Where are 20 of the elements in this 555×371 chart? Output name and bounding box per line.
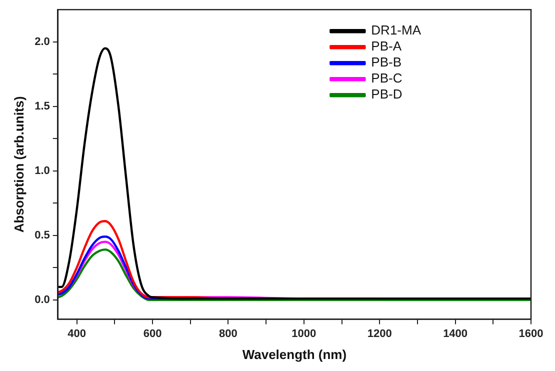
legend-label: PB-A [371, 38, 402, 54]
legend-label: PB-B [371, 54, 402, 70]
x-tick-label: 600 [143, 328, 162, 340]
line-series [58, 248, 531, 301]
y-tick-label: 0.5 [34, 229, 50, 242]
x-tick-label: 1200 [367, 328, 392, 340]
legend-label: PB-C [371, 70, 402, 86]
x-tick-label: 400 [68, 328, 86, 340]
y-tick-label: 1.5 [34, 100, 50, 112]
x-axis-title: Wavelength (nm) [242, 346, 347, 362]
y-tick-label: 2.0 [34, 36, 50, 48]
x-tick-label: 1000 [292, 328, 316, 340]
y-tick-label: 1.0 [34, 164, 50, 177]
x-tick-label: 1600 [518, 328, 544, 340]
legend-label: DR1-MA [371, 22, 422, 38]
x-tick-label: 1400 [443, 328, 468, 340]
x-tick-label: 800 [219, 328, 238, 340]
y-axis-title: Absorption (arb.units) [11, 96, 26, 233]
y-tick-label: 0.0 [34, 294, 50, 306]
legend-label: PB-D [371, 86, 402, 102]
